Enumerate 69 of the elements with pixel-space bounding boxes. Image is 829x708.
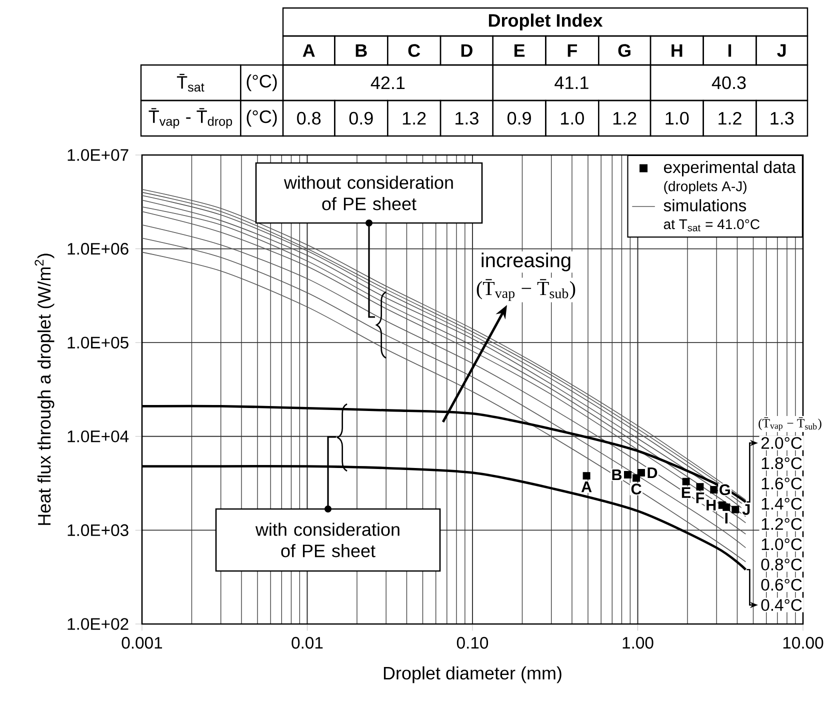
text: E	[514, 44, 525, 57]
text: D	[461, 44, 472, 57]
text: G	[618, 44, 630, 57]
y-tick-label: 1.0E+07	[68, 149, 128, 161]
data-label: E	[682, 487, 691, 498]
text: 42.1	[370, 76, 405, 90]
y-axis-title: Heat flux through a droplet (W/m$^{2}$)	[34, 254, 54, 525]
annotation: 0.8°C	[761, 558, 802, 570]
annotation: 1.4°C	[762, 498, 802, 510]
x-tick-label: 10.00	[783, 636, 824, 649]
data-label: J	[742, 504, 750, 515]
data-label: I	[725, 512, 728, 524]
data-label: B	[612, 469, 622, 480]
annotation: with consideration of PE sheet	[255, 522, 400, 558]
text: (°C)	[246, 110, 277, 127]
annotation: 1.2°C	[762, 518, 802, 530]
y-tick-label: 1.0E+04	[68, 430, 129, 442]
annotation: (droplets A-J)	[664, 180, 746, 194]
annotation: 1.6°C	[762, 478, 802, 490]
text: (°C)	[246, 74, 277, 92]
annotation: 0.6°C	[761, 578, 802, 591]
text: J	[777, 44, 786, 57]
text: 40.3	[712, 76, 746, 90]
data-label: A	[581, 482, 592, 492]
annotation: (T̄$_{vap}$ − T̄$_{sub}$)	[758, 417, 822, 431]
data-label: D	[648, 467, 658, 478]
y-tick-label: 1.0E+03	[68, 524, 128, 536]
y-tick-label: 1.0E+02	[68, 618, 128, 630]
x-tick-label: 0.10	[456, 636, 488, 649]
text: 1.2	[718, 112, 742, 125]
x-tick-label: 1.00	[622, 636, 654, 649]
annotation: increasing	[482, 252, 570, 272]
annotation: without consideration of PE sheet	[284, 176, 453, 210]
data-label: G	[720, 484, 730, 496]
legend-label: experimental data	[664, 160, 796, 176]
text: 1.0	[561, 112, 584, 125]
text: 0.9	[349, 112, 373, 125]
text: 1.3	[456, 112, 478, 125]
x-tick-label: 0.01	[292, 636, 323, 649]
text: F	[568, 44, 577, 57]
x-tick-label: 0.001	[122, 636, 162, 649]
annotation: 1.0°C	[762, 538, 802, 550]
text: 0.9	[507, 112, 531, 125]
text: 1.3	[770, 112, 794, 125]
text: 1.2	[402, 112, 426, 125]
text: T̄$_{vap}$ - T̄$_{drop}$	[148, 108, 232, 128]
text: T̄$_{sat}$	[176, 74, 204, 92]
legend-label: simulations	[664, 199, 746, 212]
text: Droplet Index	[488, 14, 603, 30]
data-label: C	[631, 484, 642, 494]
data-label: F	[696, 492, 704, 504]
text: 41.1	[554, 76, 588, 89]
text: A	[302, 44, 315, 57]
annotation: 1.8°C	[762, 457, 802, 470]
annotation: (T̄$_{vap}$ − T̄$_{sub}$)	[476, 279, 576, 301]
annotation: 2.0°C	[761, 437, 802, 449]
x-axis-title: Droplet diameter (mm)	[384, 666, 562, 684]
annotation: at T$_{sat}$ = 41.0°C	[664, 219, 760, 232]
annotation: 0.4°C	[761, 599, 802, 611]
text: H	[672, 44, 682, 57]
text: B	[356, 44, 367, 57]
data-label: H	[706, 500, 716, 510]
text: 1.2	[613, 112, 636, 125]
text: C	[408, 44, 420, 57]
y-tick-label: 1.0E+06	[68, 242, 128, 255]
text: I	[728, 44, 732, 57]
y-tick-label: 1.0E+05	[68, 336, 128, 348]
text: 0.8	[297, 112, 321, 125]
text: 1.0	[666, 112, 689, 125]
